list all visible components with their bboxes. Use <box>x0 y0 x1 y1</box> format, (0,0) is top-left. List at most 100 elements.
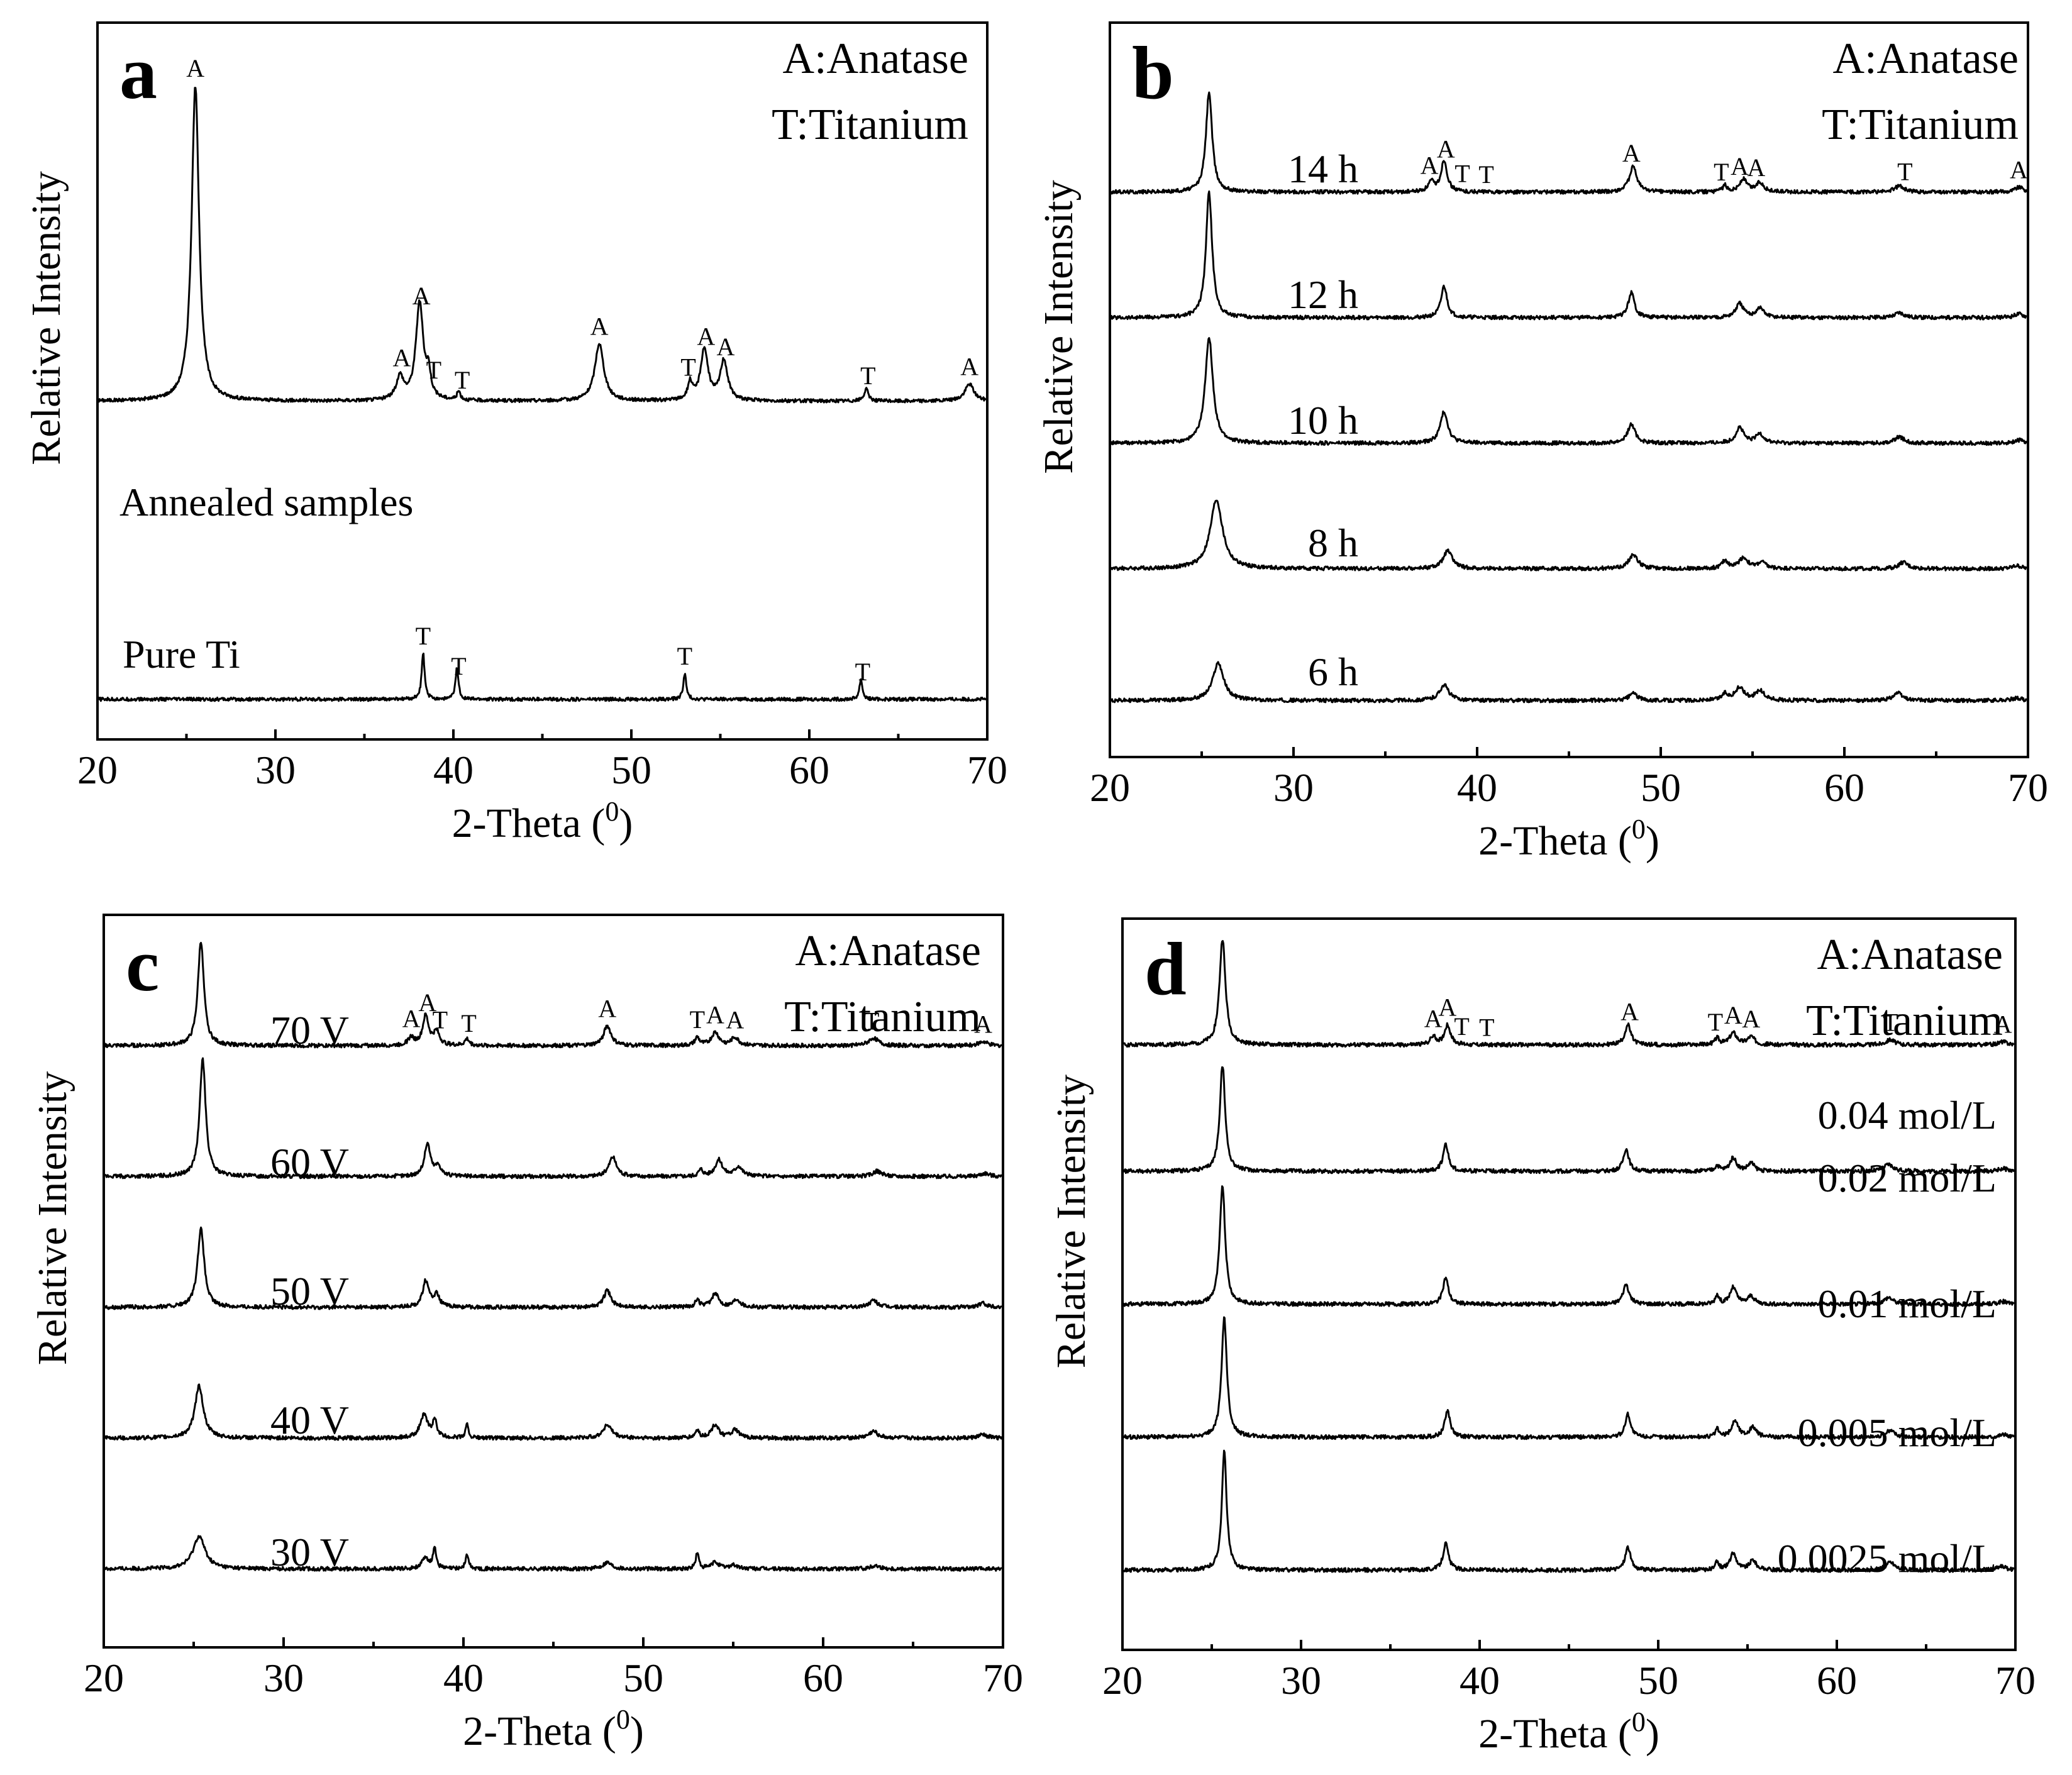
panel-letter: d <box>1144 927 1187 1010</box>
xrd-trace-14-h <box>1110 91 2028 195</box>
x-tick-label: 20 <box>1102 1658 1143 1703</box>
x-axis-label: 2-Theta (0) <box>1478 1706 1659 1757</box>
peak-marker: A <box>706 1000 724 1029</box>
peak-marker: A <box>392 344 411 372</box>
x-tick-label: 60 <box>1817 1658 1857 1703</box>
x-axis-label: 2-Theta (0) <box>452 796 633 846</box>
xrd-trace-8-h <box>1110 499 2027 572</box>
x-tick-label: 40 <box>1457 765 1497 810</box>
peak-marker: T <box>1478 160 1493 189</box>
peak-marker: T <box>416 622 431 650</box>
xrd-trace-6-h <box>1110 661 2028 704</box>
peak-marker: A <box>726 1005 744 1034</box>
peak-marker: T <box>461 1009 476 1037</box>
series-label: Pure Ti <box>123 632 240 677</box>
series-label: 0.005 mol/L <box>1798 1410 1997 1455</box>
peak-marker: A <box>960 352 978 380</box>
legend-entry: T:Titanium <box>784 993 981 1041</box>
y-axis-label: Relative Intensity <box>1036 180 1082 473</box>
peak-marker: T <box>1714 158 1729 186</box>
series-label: 10 h <box>1288 398 1358 443</box>
xrd-trace-40-v <box>104 1383 1003 1441</box>
peak-marker: A <box>697 322 715 350</box>
x-axis-label: 2-Theta (0) <box>463 1704 644 1754</box>
peak-marker: A <box>1724 1001 1742 1029</box>
x-tick-label: 30 <box>263 1656 304 1700</box>
peak-marker: A <box>402 1004 421 1032</box>
series-label: 0.0025 mol/L <box>1778 1536 1997 1581</box>
xrd-trace-10-h <box>1110 337 2028 446</box>
series-label: 30 V <box>270 1530 349 1574</box>
legend-entry: A:Anatase <box>795 927 981 975</box>
x-tick-label: 70 <box>1995 1658 2036 1703</box>
peak-marker: A <box>1424 1004 1443 1032</box>
xrd-trace-60-v <box>104 1057 1003 1180</box>
panel-c: 20 30 40 50 60 70 2-Theta (0) Relative Intensit… <box>30 914 1023 1754</box>
peak-marker: T <box>864 1007 879 1036</box>
x-tick-label: 70 <box>967 748 1007 792</box>
xrd-trace-0-005-mol-l <box>1122 1316 2015 1440</box>
x-tick-label: 30 <box>255 748 296 792</box>
x-tick-label: 40 <box>433 748 474 792</box>
x-tick-label: 20 <box>84 1656 124 1700</box>
xrd-trace-50-v <box>104 1226 1002 1310</box>
x-tick-label: 50 <box>623 1656 663 1700</box>
x-tick-label: 30 <box>1273 765 1314 810</box>
peak-marker: T <box>1883 1008 1898 1036</box>
legend-entry: T:Titanium <box>772 101 968 149</box>
series-label: 50 V <box>270 1269 349 1313</box>
x-tick-label: 60 <box>803 1656 843 1700</box>
series-label: 40 V <box>270 1398 349 1442</box>
series-label: 70 V <box>270 1008 349 1053</box>
legend-entry: A:Anatase <box>1833 35 2019 83</box>
peak-marker: A <box>1620 997 1639 1026</box>
x-tick-label: 40 <box>1460 1658 1500 1703</box>
x-tick-label: 40 <box>443 1656 484 1700</box>
peak-marker: A <box>2010 156 2028 184</box>
peak-marker: A <box>186 54 204 82</box>
peak-marker: T <box>1897 157 1912 185</box>
peak-marker: A <box>418 988 436 1017</box>
x-tick-label: 60 <box>1824 765 1864 810</box>
xrd-trace-annealed-samples <box>97 87 987 404</box>
xrd-trace-0-02-mol-l <box>1122 1066 2015 1175</box>
xrd-trace-0-01-mol-l <box>1122 1185 2015 1307</box>
peak-marker: T <box>690 1005 705 1034</box>
peak-marker: T <box>860 362 875 390</box>
legend-entry: A:Anatase <box>1817 931 2003 979</box>
legend-entry: A:Anatase <box>783 35 968 83</box>
peak-marker: A <box>1438 993 1456 1021</box>
panel-letter: a <box>119 31 157 114</box>
xrd-trace-0-0025-mol-l <box>1122 1449 2015 1573</box>
panel-letter: c <box>126 923 159 1007</box>
xrd-trace-pure-ti <box>97 652 987 702</box>
legend-entry: T:Titanium <box>1806 997 2003 1045</box>
series-label: 0.04 mol/L <box>1818 1093 1997 1137</box>
peak-marker: A <box>1437 135 1455 163</box>
peak-marker: T <box>1708 1008 1723 1036</box>
y-axis-label: Relative Intensity <box>30 1071 75 1365</box>
x-tick-label: 50 <box>1638 1658 1678 1703</box>
peak-marker: A <box>717 333 735 361</box>
x-tick-label: 60 <box>789 748 829 792</box>
x-tick-label: 50 <box>1641 765 1681 810</box>
x-tick-label: 20 <box>1090 765 1130 810</box>
peak-marker: T <box>1454 159 1470 187</box>
x-tick-label: 30 <box>1281 1658 1321 1703</box>
xrd-trace-30-v <box>103 1535 1002 1572</box>
peak-marker: T <box>426 356 441 384</box>
peak-marker: A <box>1742 1005 1760 1033</box>
panel-a: 20 30 40 50 60 70 2-Theta (0) Relative Intensit… <box>23 21 1007 846</box>
peak-marker: T <box>1454 1012 1469 1041</box>
peak-marker: A <box>974 1010 992 1039</box>
peak-marker: A <box>1622 139 1641 167</box>
y-axis-label: Relative Intensity <box>1048 1075 1094 1368</box>
series-label: 60 V <box>270 1140 349 1185</box>
peak-marker: A <box>1421 152 1439 180</box>
peak-marker: T <box>433 1006 448 1034</box>
xrd-trace-12-h <box>1110 190 2027 321</box>
panel-letter: b <box>1132 31 1174 114</box>
x-tick-label: 50 <box>611 748 651 792</box>
series-label: 0.01 mol/L <box>1818 1281 1997 1326</box>
peak-marker: T <box>855 658 870 686</box>
